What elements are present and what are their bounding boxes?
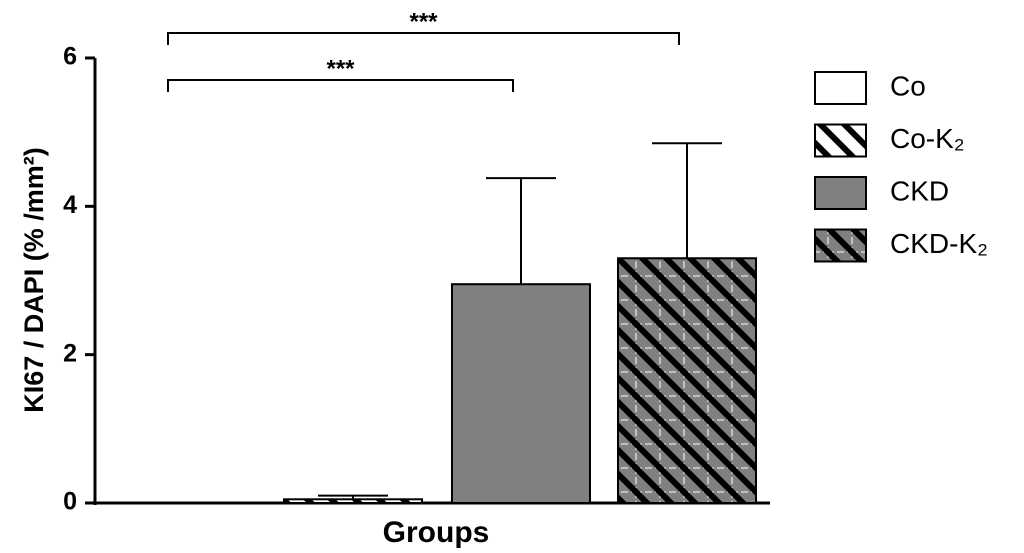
- legend-swatch: [814, 71, 867, 105]
- y-tick-label: 4: [63, 191, 77, 219]
- legend-label: CKD: [890, 175, 949, 206]
- bar: [617, 257, 757, 504]
- bar: [117, 502, 257, 505]
- legend-swatch: [814, 176, 867, 210]
- bar: [283, 498, 423, 504]
- legend-swatch: [814, 228, 867, 263]
- legend-label: CKD-K₂: [890, 228, 988, 259]
- y-tick-label: 2: [63, 339, 77, 367]
- legend-label: Co-K₂: [890, 123, 965, 154]
- bar: [451, 283, 591, 505]
- x-axis-label: Groups: [383, 516, 490, 549]
- y-tick-label: 6: [63, 43, 77, 71]
- significance-label: ***: [326, 55, 355, 82]
- legend-label: Co: [890, 70, 926, 101]
- y-tick-label: 0: [63, 488, 77, 516]
- significance-label: ***: [409, 8, 438, 35]
- y-axis-label: KI67 / DAPI (% /mm²): [19, 147, 49, 413]
- legend-swatch: [814, 123, 867, 158]
- significance-bracket: [167, 32, 680, 45]
- significance-bracket: [167, 79, 514, 92]
